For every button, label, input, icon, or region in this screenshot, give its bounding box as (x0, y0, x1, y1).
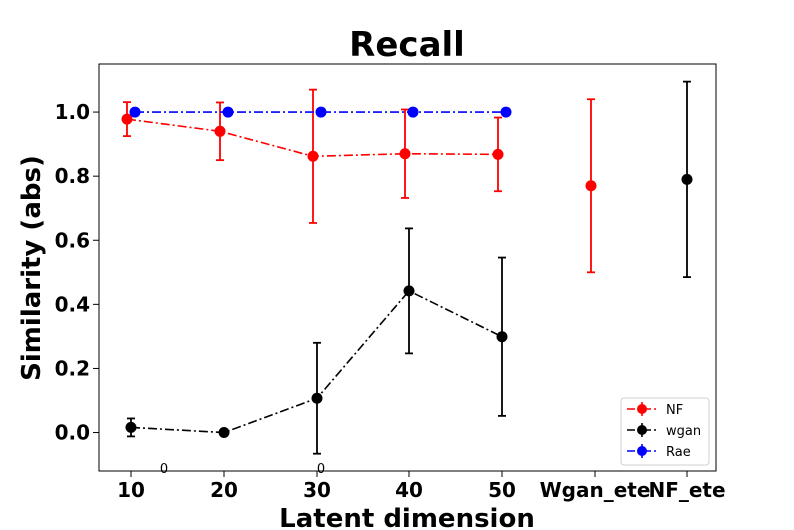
data-point-rae (222, 106, 234, 118)
y-tick-label: 0.0 (55, 421, 90, 445)
plot-area: 0.0 0.2 0.4 0.6 0.8 1.0 10 20 30 40 50 Wgan_eteNF_e… (55, 80, 726, 502)
chart-title: Recall (349, 25, 465, 65)
x-tick-label: 40 (395, 478, 423, 502)
annotation-label: 0 (160, 462, 168, 477)
data-point-rae (129, 106, 141, 118)
x-tick-label: 30 (303, 478, 331, 502)
legend-marker (637, 404, 647, 414)
y-tick-label: 0.8 (55, 164, 90, 188)
y-tick-label: 0.6 (55, 228, 90, 252)
x-tick-label: 20 (210, 478, 238, 502)
data-point-nf (399, 148, 411, 160)
data-point-rae (500, 106, 512, 118)
legend-label: wgan (666, 424, 701, 439)
data-point-wgan (403, 285, 415, 297)
legend-marker (637, 425, 647, 435)
plot-frame (98, 63, 717, 472)
data-point-nf (492, 148, 504, 160)
y-tick-label: 0.4 (55, 292, 90, 316)
data-point-wgan (125, 421, 137, 433)
data-point-nf (121, 113, 133, 125)
legend-label: NF (666, 403, 683, 418)
legend-marker (637, 446, 647, 456)
data-point-wgan (681, 173, 693, 185)
y-axis-label: Similarity (abs) (17, 155, 47, 381)
legend: NF wgan Rae (620, 397, 710, 466)
data-point-nf (307, 150, 319, 162)
data-point-rae (315, 106, 327, 118)
data-point-wgan (496, 331, 508, 343)
y-tick-label: 0.2 (55, 356, 90, 380)
data-point-wgan (218, 427, 230, 439)
x-tick-label: 10 (117, 478, 145, 502)
data-point-nf (214, 125, 226, 137)
x-axis-label: Latent dimension (279, 504, 535, 530)
data-point-rae (407, 106, 419, 118)
x-tick-label: Wgan_ete (540, 478, 651, 502)
x-tick-label: NF_ete (648, 478, 725, 502)
data-point-wgan (311, 392, 323, 404)
x-tick-label: 50 (488, 478, 516, 502)
y-tick-label: 1.0 (55, 100, 90, 124)
legend-label: Rae (666, 445, 691, 460)
data-point-nf (585, 180, 597, 192)
annotation-label: 0 (317, 462, 325, 477)
